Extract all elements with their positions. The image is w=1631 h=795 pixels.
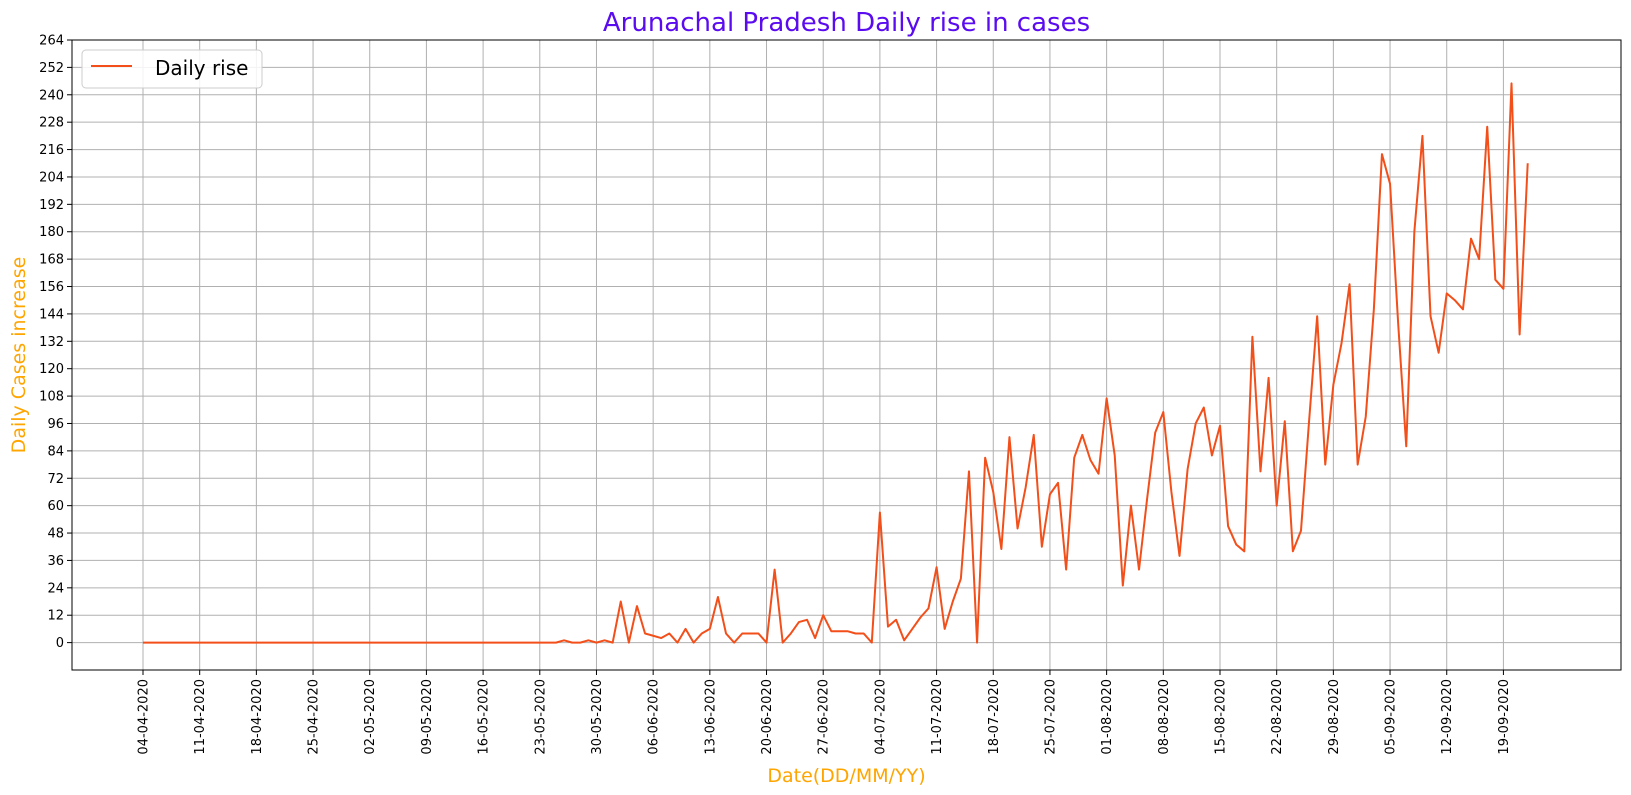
x-tick-label: 27-06-2020 [817, 679, 832, 755]
x-tick-label: 25-07-2020 [1043, 679, 1058, 755]
y-tick-label: 216 [39, 143, 64, 158]
y-tick-label: 84 [47, 444, 64, 459]
y-tick-label: 264 [39, 34, 64, 49]
x-tick-label: 01-08-2020 [1100, 679, 1115, 755]
y-tick-label: 168 [39, 253, 64, 268]
chart-title: Arunachal Pradesh Daily rise in cases [603, 8, 1090, 38]
y-tick-label: 96 [47, 417, 64, 432]
y-tick-label: 240 [39, 88, 64, 103]
y-tick-label: 108 [39, 390, 64, 405]
x-tick-label: 06-06-2020 [647, 679, 662, 755]
y-tick-label: 36 [47, 554, 64, 569]
x-tick-label: 04-04-2020 [137, 679, 152, 755]
x-tick-label: 15-08-2020 [1213, 679, 1228, 755]
plot-frame [71, 39, 1622, 671]
series-line [143, 82, 1529, 644]
x-tick-label: 09-05-2020 [420, 679, 435, 755]
x-tick-label: 30-05-2020 [590, 679, 605, 755]
y-axis-label: Daily Cases increase [8, 257, 30, 454]
x-tick-label: 13-06-2020 [703, 679, 718, 755]
legend: Daily rise [81, 49, 263, 89]
x-tick-label: 20-06-2020 [760, 679, 775, 755]
x-tick-label: 25-04-2020 [307, 679, 322, 755]
x-tick-label: 12-09-2020 [1440, 679, 1455, 755]
x-tick-label: 19-09-2020 [1497, 679, 1512, 755]
x-tick-label: 11-07-2020 [930, 679, 945, 755]
x-tick-label: 29-08-2020 [1327, 679, 1342, 755]
y-tick-label: 180 [39, 225, 64, 240]
y-tick-label: 12 [47, 609, 64, 624]
y-tick-label: 60 [47, 499, 64, 514]
y-tick-label: 24 [47, 581, 64, 596]
y-tick-label: 192 [39, 198, 64, 213]
y-axis-ticks: 0 12 24 36 48 60 72 84 96 108 120 132 144 156 168 180 19… [39, 34, 72, 651]
y-tick-label: 252 [39, 61, 64, 76]
x-tick-label: 23-05-2020 [533, 679, 548, 755]
x-tick-label: 16-05-2020 [477, 679, 492, 755]
legend-box [81, 49, 263, 89]
y-tick-label: 204 [39, 170, 64, 185]
x-axis-label: Date(DD/MM/YY) [767, 765, 925, 787]
series-layer [143, 82, 1529, 644]
x-tick-label: 08-08-2020 [1157, 679, 1172, 755]
x-axis-ticks: 04-04-2020 11-04-2020 18-04-2020 25-04-2020… [137, 670, 1512, 755]
y-tick-label: 72 [47, 472, 64, 487]
y-tick-label: 156 [39, 280, 64, 295]
y-tick-label: 120 [39, 362, 64, 377]
y-tick-label: 144 [39, 307, 64, 322]
y-tick-label: 228 [39, 116, 64, 131]
x-tick-label: 05-09-2020 [1384, 679, 1399, 755]
x-tick-label: 04-07-2020 [873, 679, 888, 755]
x-tick-label: 18-07-2020 [987, 679, 1002, 755]
x-tick-label: 22-08-2020 [1270, 679, 1285, 755]
x-tick-label: 11-04-2020 [193, 679, 208, 755]
y-tick-label: 132 [39, 335, 64, 350]
y-tick-label: 48 [47, 527, 64, 542]
y-tick-label: 0 [56, 636, 64, 651]
x-tick-label: 18-04-2020 [250, 679, 265, 755]
x-tick-label: 02-05-2020 [363, 679, 378, 755]
legend-label: Daily rise [155, 56, 248, 80]
